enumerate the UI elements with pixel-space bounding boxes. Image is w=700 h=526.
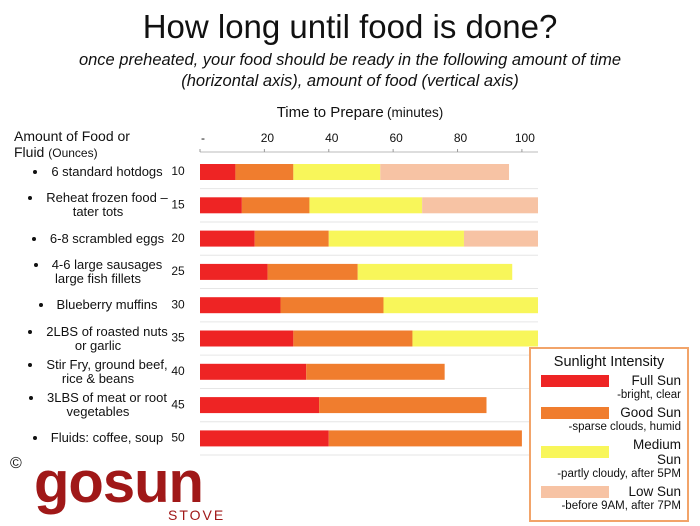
- x-tick-label: 80: [454, 131, 468, 145]
- category-text: Fluids: coffee, soup: [50, 430, 164, 446]
- category-label: 2LBS of roasted nuts or garlic: [28, 322, 168, 356]
- category-label: Fluids: coffee, soup: [28, 421, 168, 455]
- category-text: Reheat frozen food – tater tots: [46, 190, 168, 220]
- category-label: 6 standard hotdogs: [28, 155, 168, 189]
- bar-segment: [280, 297, 384, 314]
- bar-segment: [309, 197, 423, 214]
- amount-label: 35: [171, 331, 185, 345]
- amount-label: 50: [171, 431, 185, 445]
- bar-segment: [235, 164, 294, 180]
- bar-segment: [383, 297, 538, 314]
- plot-area: [200, 164, 538, 456]
- amount-label: 10: [171, 164, 185, 178]
- logo: © gosun STOVE: [10, 450, 250, 525]
- bar-segment: [200, 397, 320, 414]
- legend-name: Full Sun: [631, 373, 681, 388]
- bar-segment: [293, 330, 413, 347]
- bar-segment: [200, 197, 242, 214]
- x-tick-label: -: [201, 131, 205, 145]
- chart-title: How long until food is done?: [142, 8, 558, 45]
- category-text: Blueberry muffins: [56, 297, 158, 313]
- x-tick-label: 20: [261, 131, 275, 145]
- legend-description: -before 9AM, after 7PM: [561, 500, 681, 512]
- x-tick-label: 60: [389, 131, 403, 145]
- y-axis-title: Amount of Food or Fluid: [14, 128, 130, 160]
- x-tick-label: 40: [325, 131, 339, 145]
- bar-segment: [200, 430, 329, 447]
- bar-segment: [200, 230, 255, 247]
- legend-swatch: [541, 485, 609, 498]
- bar-segment: [463, 230, 538, 247]
- x-axis-label: Time to Prepare (minutes): [277, 104, 444, 121]
- bar-segment: [328, 430, 522, 447]
- category-label: 4-6 large sausages large fish fillets: [28, 255, 168, 289]
- bar-segment: [200, 363, 307, 380]
- bar-segment: [200, 297, 281, 314]
- bar-segment: [306, 363, 445, 380]
- logo-brand: gosun: [34, 450, 204, 515]
- bar-segment: [200, 263, 268, 280]
- amount-label: 15: [171, 197, 185, 211]
- legend-name: Low Sun: [628, 484, 681, 499]
- legend-swatch: [541, 374, 609, 387]
- category-label: Blueberry muffins: [28, 288, 168, 322]
- category-label: Reheat frozen food – tater tots: [28, 188, 168, 222]
- bar-segment: [380, 164, 510, 180]
- amount-label: 30: [171, 297, 185, 311]
- x-axis-title: Time to Prepare: [277, 104, 384, 121]
- legend-description: -bright, clear: [617, 389, 681, 401]
- legend-description: -sparse clouds, humid: [568, 421, 682, 433]
- logo-sub: STOVE: [168, 507, 226, 523]
- x-axis-unit: (minutes): [387, 105, 443, 120]
- legend-swatch: [541, 406, 609, 419]
- legend-entry: Low Sun: [541, 484, 681, 499]
- bar-segment: [241, 197, 310, 214]
- amount-label: 25: [171, 264, 185, 278]
- legend-title: Sunlight Intensity: [553, 354, 665, 370]
- legend: Sunlight Intensity Full Sun -bright, clea…: [529, 347, 689, 522]
- chart-subtitle: once preheated, your food should be read…: [78, 51, 622, 90]
- legend-entry: Full Sun: [541, 373, 681, 388]
- bar-segment: [357, 263, 513, 280]
- legend-name: Medium Sun: [632, 437, 681, 467]
- bar-segment: [319, 397, 487, 414]
- category-text: Stir Fry, ground beef, rice & beans: [46, 356, 168, 386]
- legend-swatch: [541, 446, 609, 458]
- bar-segment: [328, 230, 464, 247]
- amount-label: 40: [171, 364, 185, 378]
- bar-segment: [254, 230, 329, 247]
- y-axis-label: Amount of Food or Fluid (Ounces): [14, 128, 164, 161]
- amount-label: 20: [171, 231, 185, 245]
- bar-segment: [293, 164, 381, 180]
- legend-name: Good Sun: [620, 405, 681, 420]
- legend-description: -partly cloudy, after 5PM: [557, 468, 681, 480]
- amount-label: 45: [171, 397, 185, 411]
- x-tick-label: 100: [515, 131, 535, 145]
- legend-entry: Good Sun: [541, 405, 681, 420]
- logo-copyright: ©: [10, 455, 22, 472]
- category-text: 6-8 scrambled eggs: [49, 230, 165, 246]
- category-label: Stir Fry, ground beef, rice & beans: [28, 355, 168, 389]
- bar-segment: [412, 330, 538, 347]
- bar-segment: [422, 197, 538, 214]
- legend-entry: Medium Sun: [541, 437, 681, 467]
- category-text: 4-6 large sausages large fish fillets: [51, 256, 163, 286]
- category-text: 6 standard hotdogs: [51, 164, 163, 179]
- y-axis-unit: (Ounces): [48, 146, 98, 160]
- category-text: 3LBS of meat or root vegetables: [47, 390, 167, 420]
- category-text: 2LBS of roasted nuts or garlic: [46, 323, 168, 353]
- category-label: 3LBS of meat or root vegetables: [28, 388, 168, 422]
- bar-segment: [200, 330, 294, 347]
- category-label: 6-8 scrambled eggs: [28, 222, 168, 256]
- bar-segment: [200, 164, 236, 180]
- bar-segment: [267, 263, 358, 280]
